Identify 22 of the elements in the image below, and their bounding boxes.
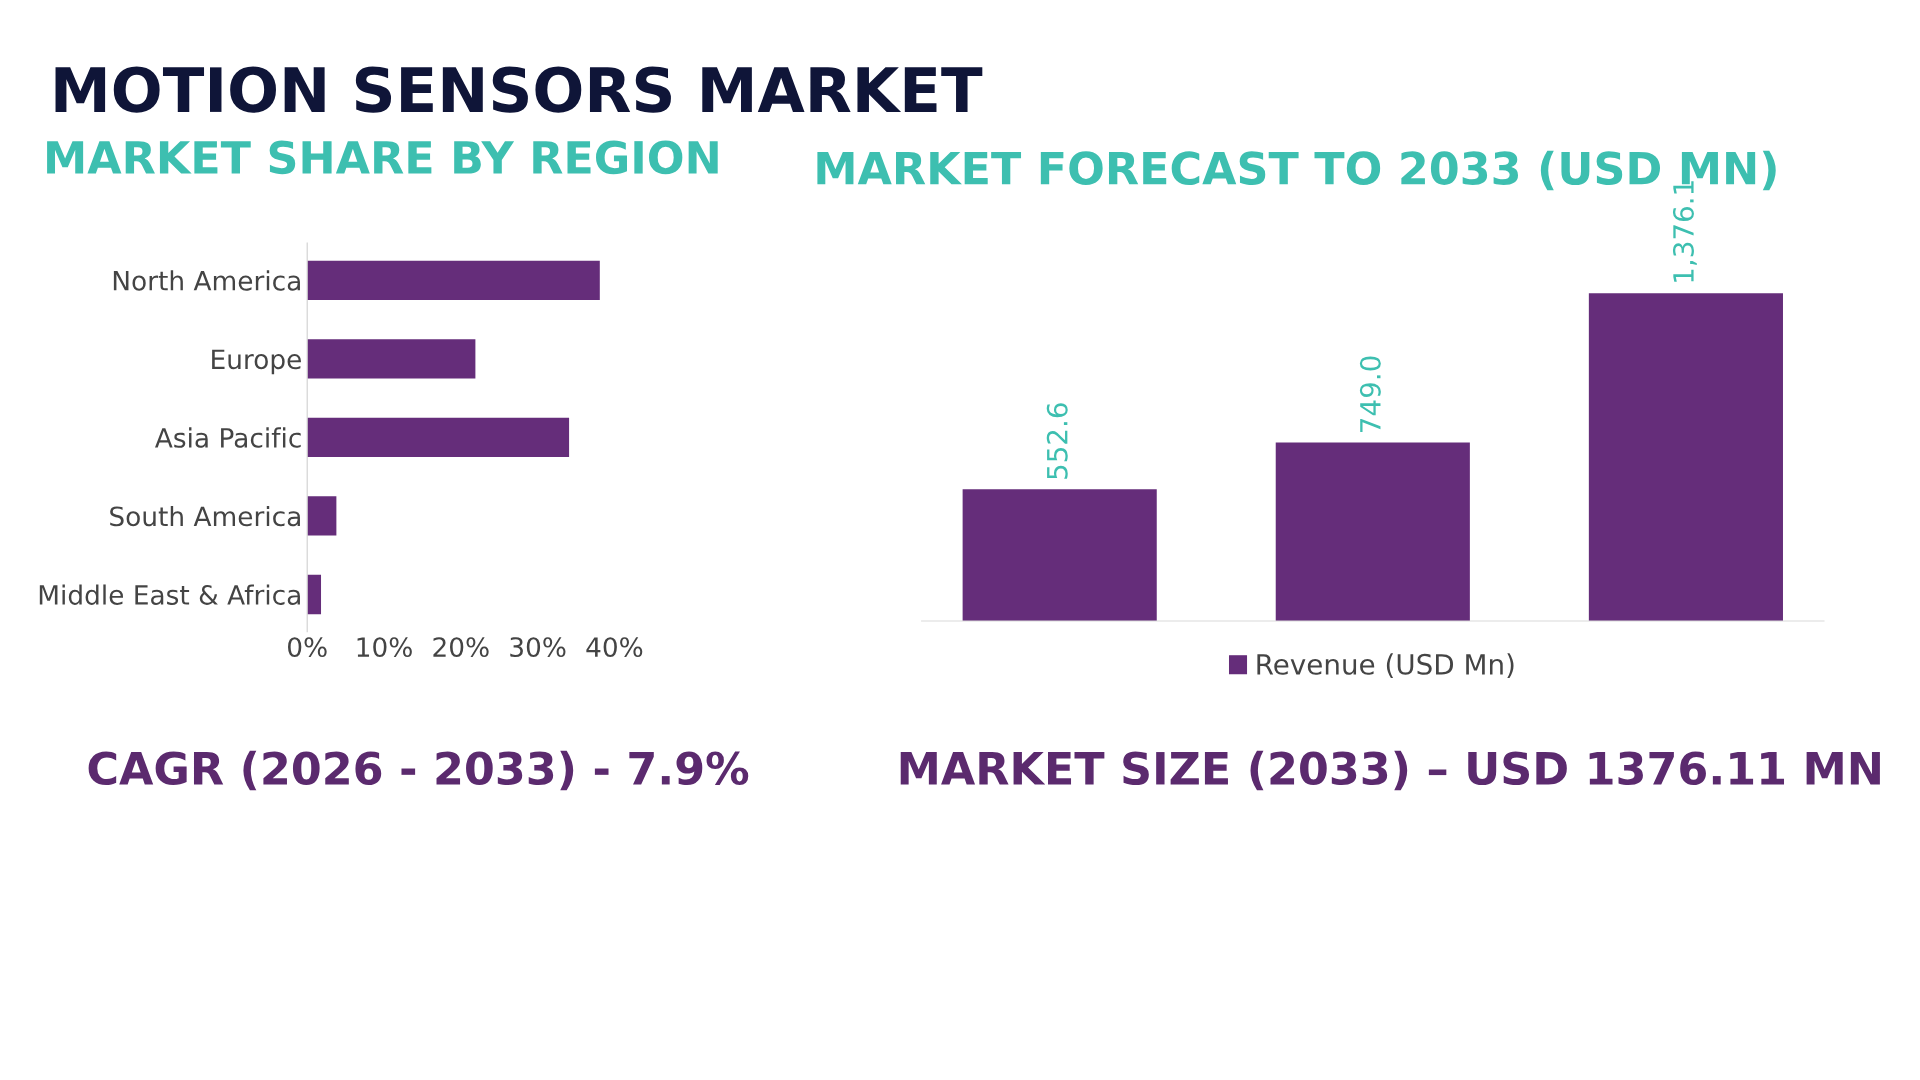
legend-label: Revenue (USD Mn): [1257, 653, 1514, 679]
chart-title: MARKET SHARE BY REGION: [47, 140, 718, 175]
y-tick-label: North America: [113, 270, 300, 291]
y-tick-label: Middle East & Africa: [39, 584, 300, 605]
x-tick-label: 10%: [357, 637, 412, 658]
text: CAGR (2026 - 2033) - 7.9%: [88, 750, 749, 791]
bar: [307, 496, 337, 536]
text: MARKET SIZE (2033) – USD 1376.11 MN: [900, 750, 1880, 791]
y-tick-label: South America: [110, 505, 300, 527]
text: MOTION SENSORS MARKET: [55, 66, 983, 113]
x-tick-label: 20%: [433, 637, 489, 658]
bar: [307, 339, 476, 379]
y-tick-label: Asia Pacific: [154, 427, 301, 448]
data-label: 749.0: [1359, 356, 1381, 432]
x-tick-label: 0%: [288, 637, 327, 658]
data-label: 552.6: [1046, 403, 1068, 479]
x-tick-label: 40%: [586, 637, 643, 658]
bar: [307, 417, 570, 458]
y-tick-label: Europe: [212, 349, 301, 375]
bar: [307, 260, 600, 300]
bar: [307, 574, 322, 615]
x-tick-label: 30%: [510, 637, 566, 658]
